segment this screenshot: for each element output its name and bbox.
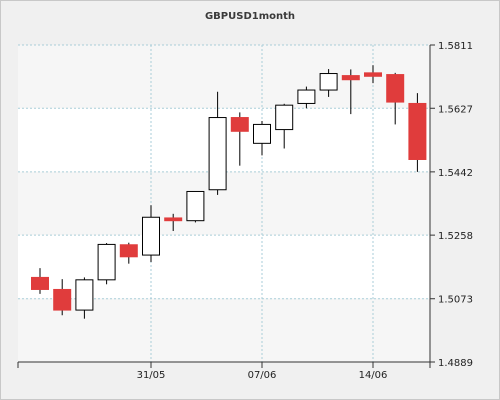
y-tick-label: 1.5811: [438, 41, 473, 52]
y-tick-label: 1.5073: [438, 295, 473, 306]
candle-body: [341, 75, 360, 81]
candle-body: [275, 104, 294, 131]
x-tick-label: 07/06: [248, 370, 277, 381]
y-tick-label: 1.5442: [438, 168, 473, 179]
plot-band: [18, 45, 430, 109]
candle-body: [142, 216, 160, 256]
candle-body: [408, 102, 427, 160]
candle-body: [319, 73, 338, 91]
x-tick-label: 31/05: [137, 370, 166, 381]
x-tick-label: 14/06: [359, 370, 388, 381]
candle-body: [53, 288, 72, 311]
y-tick-label: 1.5627: [438, 104, 473, 115]
chart-title: GBPUSD1month: [204, 11, 296, 22]
candle-body: [97, 243, 116, 281]
candle-body: [253, 123, 271, 144]
candle-body: [186, 190, 205, 222]
candle-body: [364, 72, 382, 77]
candle-body: [164, 217, 183, 222]
candle-body: [31, 276, 49, 290]
candle-body: [297, 89, 316, 104]
candle-body: [75, 279, 94, 311]
candle-body: [230, 117, 249, 132]
candle-body: [208, 117, 227, 191]
y-tick-label: 1.5258: [438, 231, 473, 242]
y-tick-label: 1.4889: [438, 358, 473, 369]
candle-body: [386, 74, 405, 103]
candle-body: [119, 244, 138, 258]
